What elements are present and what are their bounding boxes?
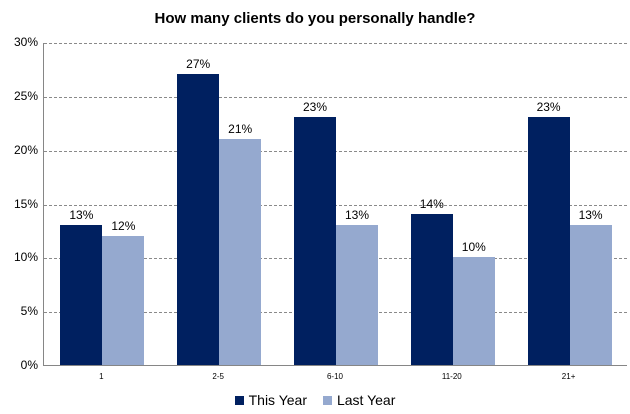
legend-label-this-year: This Year (248, 392, 307, 408)
bar-this-year (527, 117, 570, 365)
data-label: 12% (111, 218, 136, 233)
y-tick-label: 0% (20, 358, 38, 372)
data-label: 13% (578, 208, 603, 223)
y-tick-label: 30% (13, 35, 38, 49)
bar-this-year (177, 74, 220, 365)
bar-last-year (102, 235, 145, 365)
y-tick-label: 5% (20, 304, 38, 319)
legend: This Year Last Year (0, 392, 630, 408)
plot-area: 13% 12% 27% 21% 23% 13% 14% 10% 23% 13% (43, 43, 627, 366)
bar-last-year (219, 138, 262, 365)
legend-swatch-this-year-icon (234, 395, 244, 405)
data-label: 14% (419, 197, 444, 212)
data-label: 13% (344, 208, 370, 223)
gridline (44, 96, 627, 98)
data-label: 27% (186, 57, 211, 72)
bar-this-year (294, 117, 336, 365)
bar-this-year (410, 214, 453, 365)
legend-label-last-year: Last Year (336, 392, 396, 408)
bar-last-year (336, 225, 378, 365)
chart-title: How many clients do you personally handl… (154, 10, 476, 27)
legend-item-last-year: Last Year (322, 392, 396, 408)
data-label: 21% (228, 121, 253, 136)
data-label: 10% (461, 240, 486, 255)
x-tick-label: 2-5 (212, 372, 224, 381)
data-label: 13% (69, 208, 94, 223)
x-tick-label: 11-20 (441, 372, 462, 381)
x-tick-label: 1 (99, 372, 104, 381)
legend-item-this-year: This Year (234, 392, 307, 408)
bar-last-year (569, 225, 612, 365)
bar-last-year (452, 257, 495, 365)
y-tick-label: 25% (13, 88, 38, 103)
data-label: 23% (302, 100, 328, 115)
y-tick-label: 20% (13, 142, 38, 157)
x-tick-label: 21+ (561, 372, 576, 381)
x-tick-label: 6-10 (326, 372, 343, 381)
legend-swatch-last-year-icon (322, 395, 332, 405)
gridline (44, 43, 627, 44)
y-tick-label: 15% (13, 196, 38, 211)
data-label: 23% (536, 100, 561, 115)
y-tick-label: 10% (13, 250, 38, 265)
bar-this-year (60, 225, 103, 365)
